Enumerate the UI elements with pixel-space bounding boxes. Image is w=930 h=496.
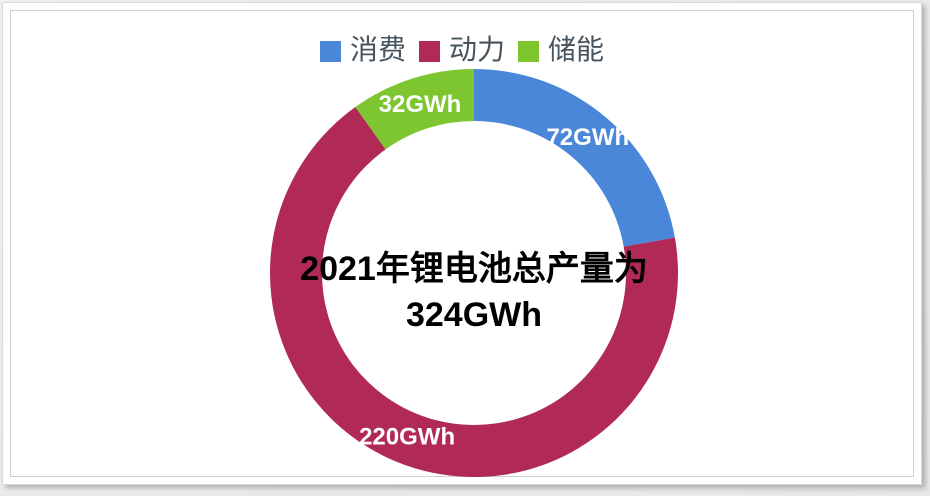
legend-swatch-icon (418, 40, 440, 62)
donut-slice-消费[interactable] (474, 69, 675, 247)
chart-card: 消费 动力 储能 72GWh 220GWh 32GWh 2021年锂电池总产量为 324… (2, 2, 922, 485)
legend-swatch-icon (319, 40, 341, 62)
slice-value-label: 32GWh (379, 91, 462, 118)
legend-label: 消费 (349, 35, 406, 66)
legend-item-消费[interactable]: 消费 (319, 35, 406, 66)
donut-slice-储能[interactable] (355, 69, 474, 150)
chart-legend: 消费 动力 储能 (3, 37, 921, 65)
legend-item-储能[interactable]: 储能 (518, 37, 604, 65)
slice-value-label: 72GWh (546, 124, 629, 151)
legend-item-动力[interactable]: 动力 (418, 35, 505, 66)
slice-value-label: 220GWh (359, 423, 455, 450)
donut-chart: 72GWh 220GWh 32GWh (269, 69, 678, 478)
legend-label: 动力 (448, 35, 505, 66)
legend-swatch-icon (518, 40, 539, 62)
legend-label: 储能 (548, 35, 605, 66)
